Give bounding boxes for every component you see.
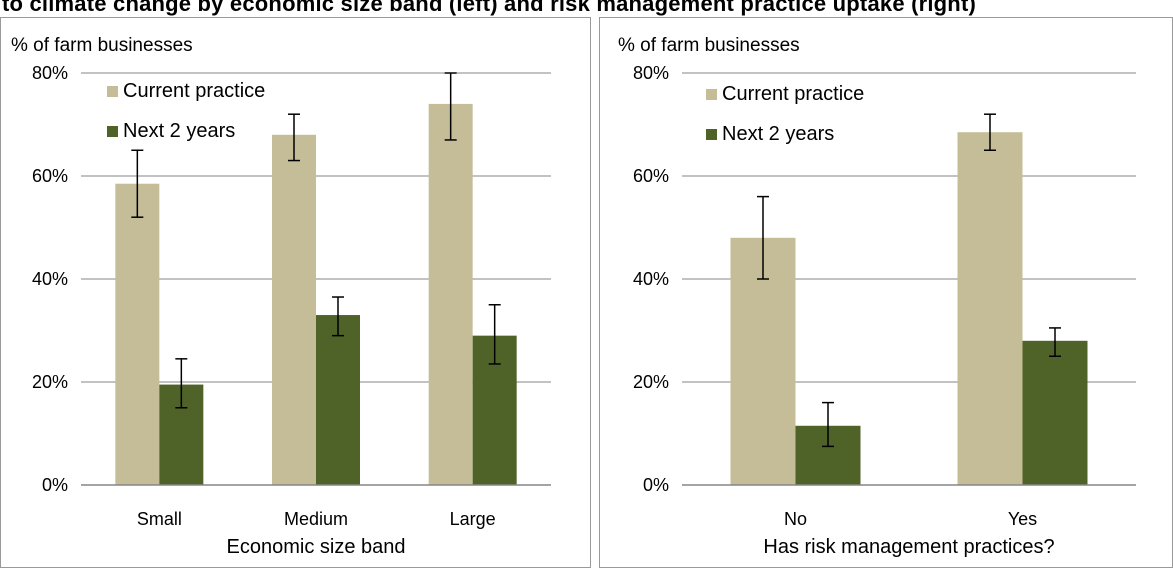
x-axis-label: Has risk management practices? (763, 536, 1054, 558)
y-tick-label: 20% (633, 372, 669, 392)
y-tick-label: 0% (42, 475, 68, 495)
error-bar (757, 195, 769, 280)
x-tick-label: No (784, 509, 807, 529)
page-title: to climate change by economic size band … (2, 0, 977, 16)
error-bar (822, 401, 834, 448)
error-bar (1049, 327, 1061, 357)
x-tick-label: Small (137, 509, 182, 529)
chart-panel-economic-size: 0% 20% 40% 60% 80% % of farm businesses Small M… (0, 17, 591, 568)
chart-risk-management: 0% 20% 40% 60% 80% % of farm businesses No Yes H… (618, 35, 1136, 558)
legend-swatch-next-2-years (706, 129, 717, 140)
x-axis-label: Economic size band (227, 536, 406, 558)
error-bar (984, 113, 996, 151)
error-bar (444, 72, 457, 141)
bar-current-practice-small (115, 183, 160, 485)
bar-next-2-years-medium (316, 315, 360, 485)
error-bar (332, 296, 344, 337)
legend-label: Next 2 years (722, 123, 834, 145)
y-tick-label: 80% (32, 63, 68, 83)
legend-swatch-next-2-years (107, 126, 118, 137)
legend-label: Next 2 years (123, 120, 235, 142)
legend-label: Current practice (123, 80, 265, 102)
legend-label: Current practice (722, 83, 864, 105)
y-tick-label: 60% (32, 166, 68, 186)
error-bar (488, 304, 501, 365)
error-bar (131, 149, 144, 218)
bar-current-practice-yes (957, 132, 1023, 485)
legend-item: Next 2 years (107, 120, 235, 142)
legend-item: Current practice (706, 83, 864, 105)
x-tick-label: Yes (1008, 509, 1037, 529)
y-axis-label: % of farm businesses (618, 35, 800, 56)
y-tick-label: 40% (633, 269, 669, 289)
y-tick-label: 20% (32, 372, 68, 392)
y-tick-label: 40% (32, 269, 68, 289)
chart-economic-size-band: 0% 20% 40% 60% 80% % of farm businesses Small M… (11, 35, 551, 558)
y-tick-label: 60% (633, 166, 669, 186)
bar-next-2-years-yes (1022, 340, 1088, 485)
error-bar (175, 358, 188, 409)
y-axis-label: % of farm businesses (11, 35, 193, 56)
error-bar (288, 113, 300, 162)
chart-panel-risk-management: 0% 20% 40% 60% 80% % of farm businesses No Yes H… (599, 17, 1173, 568)
legend-swatch-current-practice (706, 89, 717, 100)
legend-swatch-current-practice (107, 86, 118, 97)
bar-current-practice-large (428, 103, 473, 486)
x-tick-label: Medium (284, 509, 348, 529)
legend-item: Next 2 years (706, 123, 834, 145)
y-tick-label: 80% (633, 63, 669, 83)
legend-item: Current practice (107, 80, 265, 102)
y-tick-label: 0% (643, 475, 669, 495)
bar-current-practice-medium (272, 134, 316, 486)
x-tick-label: Large (450, 509, 496, 529)
